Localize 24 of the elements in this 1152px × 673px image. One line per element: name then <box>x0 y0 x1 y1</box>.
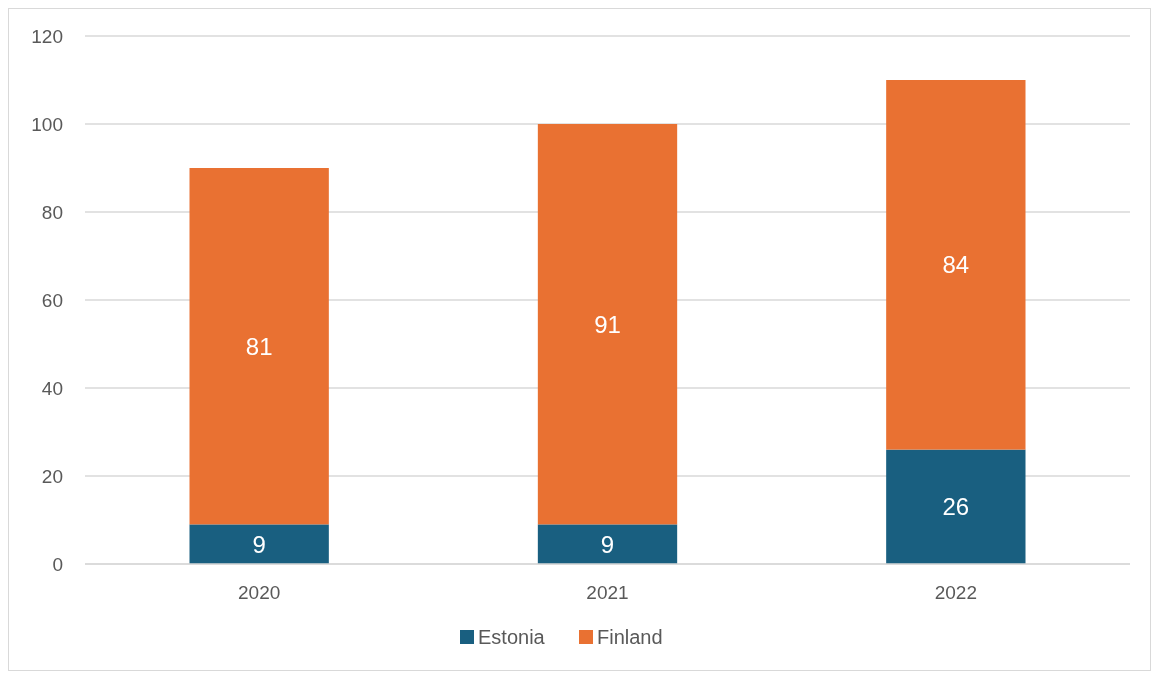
y-tick-label: 80 <box>41 201 63 223</box>
data-label: 81 <box>245 332 273 360</box>
bar <box>189 524 329 564</box>
y-tick-label: 20 <box>41 465 63 487</box>
data-label: 26 <box>942 493 970 521</box>
bar <box>537 524 678 564</box>
y-tick-label: 0 <box>52 553 63 575</box>
x-tick-label: 2022 <box>934 582 977 603</box>
legend-label: Finland <box>597 626 663 648</box>
data-label: 9 <box>252 530 266 558</box>
y-tick-label: 60 <box>41 289 63 311</box>
bar <box>189 168 329 525</box>
data-label: 9 <box>600 530 615 558</box>
legend-label: Estonia <box>478 626 546 648</box>
bar <box>886 449 1026 564</box>
y-tick-label: 120 <box>31 25 63 47</box>
bar <box>537 124 678 525</box>
x-tick-label: 2021 <box>586 582 629 603</box>
y-tick-label: 40 <box>41 377 63 399</box>
data-label: 84 <box>942 251 970 279</box>
x-tick-label: 2020 <box>238 582 281 603</box>
y-tick-label: 100 <box>31 113 63 135</box>
bar <box>886 80 1026 450</box>
data-label: 91 <box>594 310 621 338</box>
